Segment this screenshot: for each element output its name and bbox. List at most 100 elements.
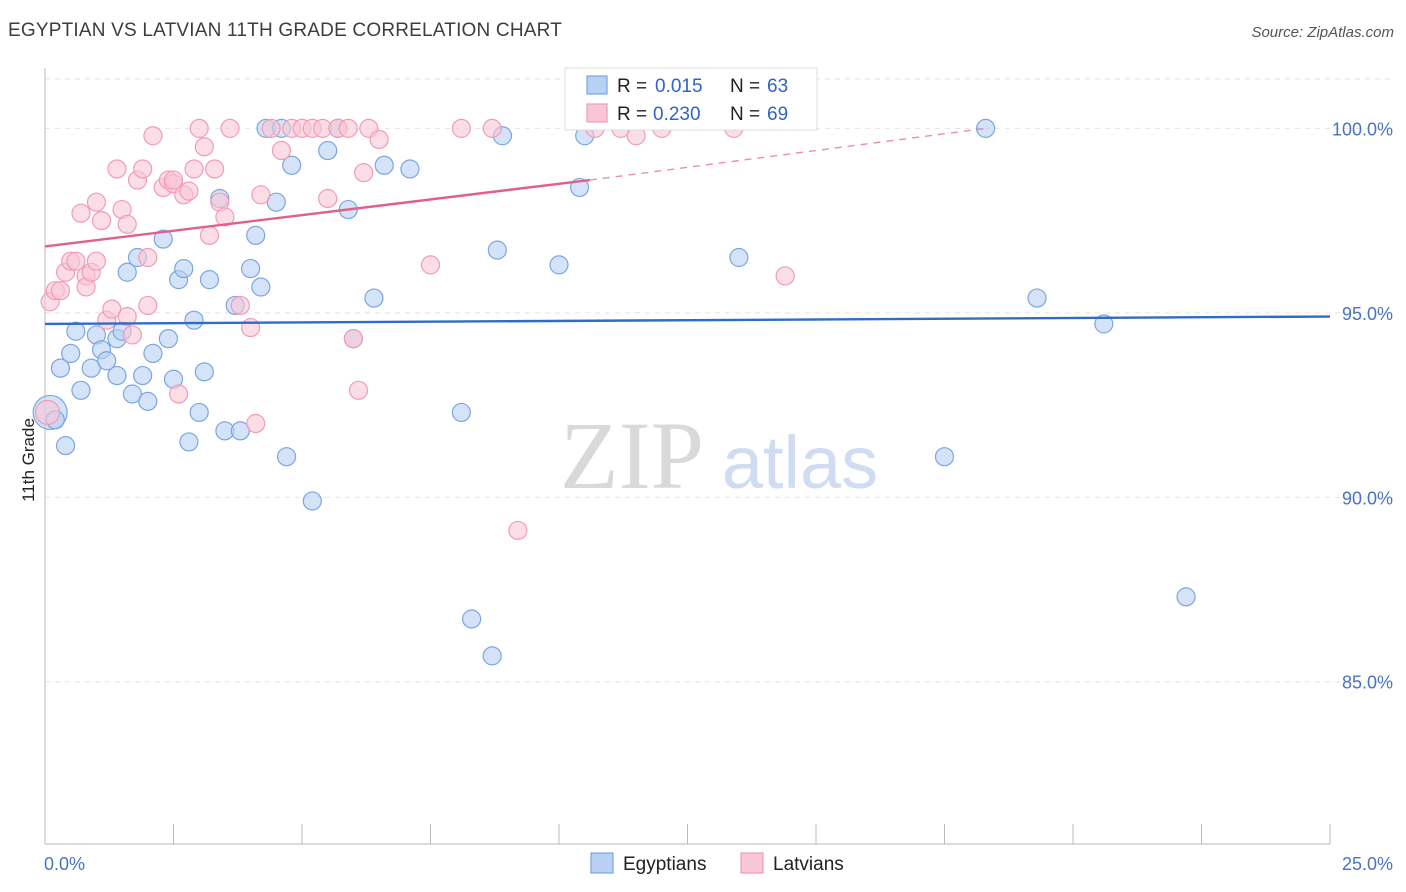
point-egyptians xyxy=(97,351,117,371)
point-egyptians xyxy=(451,402,471,423)
point-egyptians xyxy=(133,365,153,386)
point-egyptians xyxy=(1027,288,1047,308)
bottom-legend-label-latvians: Latvians xyxy=(773,854,844,875)
point-egyptians xyxy=(549,255,569,275)
point-egyptians xyxy=(138,391,158,411)
point-latvians xyxy=(117,306,137,327)
y-tick-label: 100.0% xyxy=(1332,119,1393,139)
point-latvians xyxy=(205,159,225,179)
trend-lines xyxy=(44,127,1331,326)
axes xyxy=(44,68,1331,845)
point-egyptians xyxy=(400,159,420,179)
legend-r-label-latvians: R = xyxy=(617,104,647,125)
point-latvians xyxy=(348,380,369,400)
point-egyptians xyxy=(230,421,250,441)
trend-line-dashed-latvians xyxy=(589,127,986,181)
point-egyptians xyxy=(934,447,955,467)
data-points xyxy=(32,118,1196,666)
trend-line-egyptians xyxy=(44,315,1331,326)
point-egyptians xyxy=(153,229,173,249)
legend-swatch-latvians xyxy=(586,103,608,123)
point-egyptians xyxy=(302,491,322,511)
legend-r-value-latvians: 0.230 xyxy=(653,104,701,125)
y-tick-label: 90.0% xyxy=(1342,488,1393,508)
point-latvians xyxy=(215,207,235,227)
point-egyptians xyxy=(487,240,507,260)
point-egyptians xyxy=(729,247,749,268)
point-egyptians xyxy=(50,358,71,378)
point-egyptians xyxy=(462,609,482,629)
point-latvians xyxy=(369,129,389,150)
bottom-legend-swatch-latvians xyxy=(740,852,764,874)
x-tick-labels: 0.0% 25.0% xyxy=(44,854,1393,874)
point-latvians xyxy=(241,317,261,338)
point-egyptians xyxy=(976,118,996,138)
point-latvians xyxy=(775,266,795,286)
point-egyptians xyxy=(179,432,199,452)
legend-n-value-latvians: 69 xyxy=(767,104,788,125)
point-egyptians xyxy=(107,365,127,386)
point-latvians xyxy=(271,140,292,161)
point-latvians xyxy=(220,118,240,138)
watermark-zip: ZIP xyxy=(560,402,704,509)
point-latvians xyxy=(354,163,374,183)
y-tick-label: 85.0% xyxy=(1342,673,1393,693)
point-latvians xyxy=(451,118,471,138)
legend-r-label-egyptians: R = xyxy=(617,76,647,97)
point-egyptians xyxy=(199,270,220,290)
legend-n-value-egyptians: 63 xyxy=(767,76,788,97)
point-latvians xyxy=(189,118,209,138)
point-egyptians xyxy=(266,192,286,212)
point-latvians xyxy=(66,251,86,271)
point-latvians xyxy=(318,188,338,209)
point-egyptians xyxy=(482,646,502,666)
legend-n-label-latvians: N = xyxy=(730,104,760,125)
point-latvians xyxy=(194,137,214,157)
point-egyptians xyxy=(374,155,394,175)
legend-bottom: Egyptians Latvians xyxy=(590,852,844,875)
trend-line-latvians xyxy=(44,178,590,248)
legend-n-label-egyptians: N = xyxy=(730,76,760,97)
point-latvians xyxy=(261,118,281,138)
point-latvians xyxy=(86,251,107,271)
point-egyptians xyxy=(364,288,384,308)
point-egyptians xyxy=(55,436,76,456)
point-latvians xyxy=(143,126,163,146)
point-latvians xyxy=(163,170,184,190)
point-egyptians xyxy=(66,321,86,341)
point-egyptians xyxy=(61,343,81,364)
point-latvians xyxy=(508,520,528,541)
legend-r-value-egyptians: 0.015 xyxy=(655,76,703,97)
point-latvians xyxy=(91,211,112,231)
x-tick-label: 0.0% xyxy=(44,854,85,874)
point-egyptians xyxy=(246,225,266,245)
point-latvians xyxy=(102,299,122,319)
point-latvians xyxy=(86,192,107,212)
point-latvians xyxy=(122,325,142,345)
point-latvians xyxy=(117,214,137,234)
y-tick-label: 95.0% xyxy=(1342,304,1393,324)
point-egyptians xyxy=(241,258,261,279)
point-egyptians xyxy=(1094,314,1114,334)
point-egyptians xyxy=(174,258,194,279)
point-latvians xyxy=(199,225,220,245)
point-latvians xyxy=(184,159,204,179)
point-latvians xyxy=(138,247,158,268)
point-latvians xyxy=(420,255,441,275)
point-egyptians xyxy=(1176,587,1196,607)
point-egyptians xyxy=(158,329,178,349)
point-latvians xyxy=(343,329,363,349)
legend-swatch-egyptians xyxy=(586,75,608,95)
point-latvians xyxy=(230,295,250,316)
point-egyptians xyxy=(122,384,142,404)
point-egyptians xyxy=(117,262,137,282)
point-egyptians xyxy=(194,362,214,382)
source-label: Source: ZipAtlas.com xyxy=(1251,24,1394,41)
watermark-atlas: atlas xyxy=(722,421,878,504)
y-axis-label: 11th Grade xyxy=(19,418,38,502)
point-latvians xyxy=(71,203,91,223)
point-latvians xyxy=(107,159,127,179)
point-egyptians xyxy=(282,155,302,175)
legend-top: R = 0.015 N = 63 R = 0.230 N = 69 xyxy=(564,67,818,131)
